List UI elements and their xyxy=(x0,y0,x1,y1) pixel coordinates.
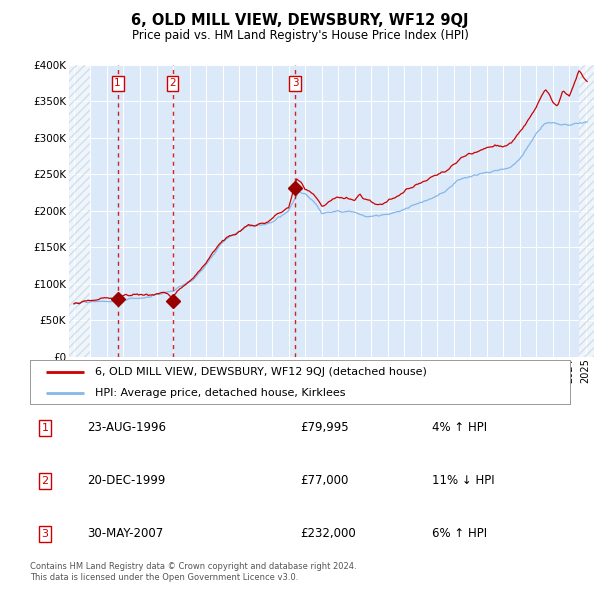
Text: £77,000: £77,000 xyxy=(300,474,349,487)
Text: This data is licensed under the Open Government Licence v3.0.: This data is licensed under the Open Gov… xyxy=(30,572,298,582)
Text: £232,000: £232,000 xyxy=(300,527,356,540)
Text: Price paid vs. HM Land Registry's House Price Index (HPI): Price paid vs. HM Land Registry's House … xyxy=(131,29,469,42)
Text: 6, OLD MILL VIEW, DEWSBURY, WF12 9QJ (detached house): 6, OLD MILL VIEW, DEWSBURY, WF12 9QJ (de… xyxy=(95,368,427,377)
Text: 6% ↑ HPI: 6% ↑ HPI xyxy=(432,527,487,540)
Text: 1: 1 xyxy=(114,78,121,88)
Text: £79,995: £79,995 xyxy=(300,421,349,434)
Text: 3: 3 xyxy=(292,78,299,88)
Text: 2: 2 xyxy=(41,476,49,486)
Text: 20-DEC-1999: 20-DEC-1999 xyxy=(87,474,166,487)
Text: 6, OLD MILL VIEW, DEWSBURY, WF12 9QJ: 6, OLD MILL VIEW, DEWSBURY, WF12 9QJ xyxy=(131,13,469,28)
Text: 30-MAY-2007: 30-MAY-2007 xyxy=(87,527,163,540)
Text: 1: 1 xyxy=(41,423,49,432)
Bar xyxy=(69,65,91,357)
Text: 23-AUG-1996: 23-AUG-1996 xyxy=(87,421,166,434)
Text: 2: 2 xyxy=(169,78,176,88)
Text: 4% ↑ HPI: 4% ↑ HPI xyxy=(432,421,487,434)
Text: 3: 3 xyxy=(41,529,49,539)
Text: Contains HM Land Registry data © Crown copyright and database right 2024.: Contains HM Land Registry data © Crown c… xyxy=(30,562,356,571)
Text: 11% ↓ HPI: 11% ↓ HPI xyxy=(432,474,494,487)
Text: HPI: Average price, detached house, Kirklees: HPI: Average price, detached house, Kirk… xyxy=(95,388,346,398)
Bar xyxy=(579,65,594,357)
